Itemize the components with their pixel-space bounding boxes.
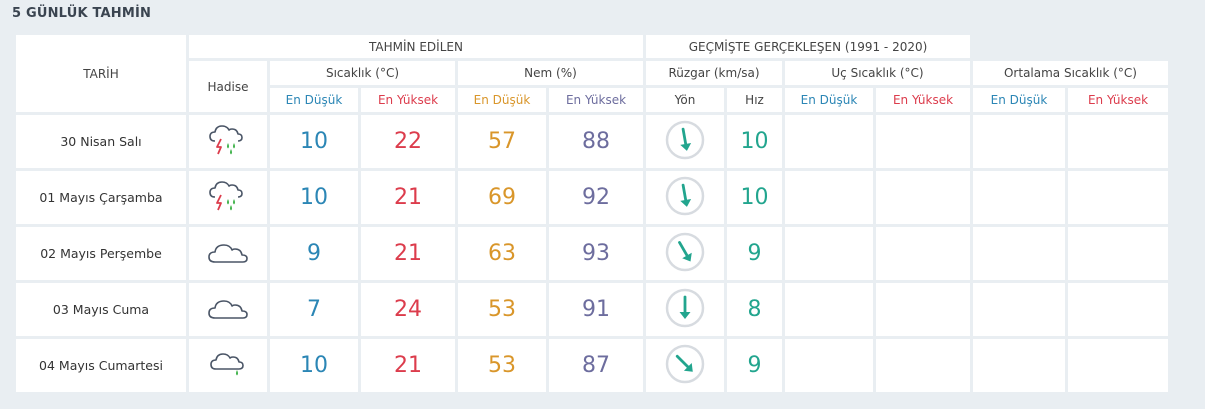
- row-humidity-high: 92: [549, 171, 643, 224]
- header-wind: Rüzgar (km/sa): [646, 61, 782, 85]
- row-humidity-low: 63: [458, 227, 546, 280]
- row-average-low: [973, 339, 1065, 392]
- header-extreme-temp: Uç Sıcaklık (°C): [785, 61, 970, 85]
- row-temp-high: 21: [361, 171, 455, 224]
- row-extreme-high: [876, 171, 970, 224]
- row-humidity-high: 88: [549, 115, 643, 168]
- row-average-low: [973, 283, 1065, 336]
- row-date: 02 Mayıs Perşembe: [16, 227, 186, 280]
- row-wind-direction: [646, 171, 724, 224]
- wind-arrow-icon: [665, 232, 705, 272]
- table-row: 02 Mayıs Perşembe 9 21 63 93 9: [16, 227, 1168, 280]
- row-extreme-low: [785, 283, 873, 336]
- row-humidity-low: 69: [458, 171, 546, 224]
- subheader-extreme-high: En Yüksek: [876, 88, 970, 112]
- table-row: 04 Mayıs Cumartesi 10 21 53 87 9: [16, 339, 1168, 392]
- row-date: 01 Mayıs Çarşamba: [16, 171, 186, 224]
- row-date: 03 Mayıs Cuma: [16, 283, 186, 336]
- row-weather: [189, 115, 267, 168]
- row-average-high: [1068, 283, 1168, 336]
- row-wind-speed: 9: [727, 227, 782, 280]
- row-average-low: [973, 115, 1065, 168]
- subheader-wind-speed: Hız: [727, 88, 782, 112]
- thunderstorm-rain-icon: [206, 177, 250, 215]
- row-wind-direction: [646, 115, 724, 168]
- row-extreme-low: [785, 115, 873, 168]
- row-extreme-high: [876, 283, 970, 336]
- thunderstorm-rain-icon: [206, 121, 250, 159]
- row-weather: [189, 227, 267, 280]
- row-extreme-low: [785, 227, 873, 280]
- row-temp-high: 22: [361, 115, 455, 168]
- row-temp-low: 10: [270, 171, 358, 224]
- row-humidity-high: 91: [549, 283, 643, 336]
- row-average-high: [1068, 115, 1168, 168]
- subheader-humidity-high: En Yüksek: [549, 88, 643, 112]
- row-average-low: [973, 171, 1065, 224]
- header-humidity: Nem (%): [458, 61, 643, 85]
- cloud-icon: [206, 233, 250, 271]
- row-extreme-low: [785, 339, 873, 392]
- row-wind-direction: [646, 339, 724, 392]
- header-forecast: TAHMİN EDİLEN: [189, 35, 643, 58]
- header-hadise: Hadise: [189, 61, 267, 112]
- subheader-temp-low: En Düşük: [270, 88, 358, 112]
- table-row: 30 Nisan Salı 10 22 57 88 10: [16, 115, 1168, 168]
- header-average-temp: Ortalama Sıcaklık (°C): [973, 61, 1168, 85]
- row-humidity-high: 87: [549, 339, 643, 392]
- header-historical: GEÇMİŞTE GERÇEKLEŞEN (1991 - 2020): [646, 35, 970, 58]
- row-temp-high: 24: [361, 283, 455, 336]
- table-row: 01 Mayıs Çarşamba 10 21 69 92 10: [16, 171, 1168, 224]
- row-date: 04 Mayıs Cumartesi: [16, 339, 186, 392]
- wind-arrow-icon: [665, 344, 705, 384]
- table-row: 03 Mayıs Cuma 7 24 53 91 8: [16, 283, 1168, 336]
- subheader-temp-high: En Yüksek: [361, 88, 455, 112]
- subheader-extreme-low: En Düşük: [785, 88, 873, 112]
- row-weather: [189, 283, 267, 336]
- row-temp-high: 21: [361, 339, 455, 392]
- row-temp-low: 7: [270, 283, 358, 336]
- row-wind-direction: [646, 283, 724, 336]
- header-temperature-visible: Sıcaklık (°C): [270, 61, 455, 85]
- subheader-wind-dir: Yön: [646, 88, 724, 112]
- row-extreme-high: [876, 115, 970, 168]
- wind-arrow-icon: [665, 176, 705, 216]
- row-humidity-low: 53: [458, 339, 546, 392]
- row-temp-low: 9: [270, 227, 358, 280]
- cloud-icon: [206, 289, 250, 327]
- row-average-high: [1068, 227, 1168, 280]
- row-wind-speed: 8: [727, 283, 782, 336]
- subheader-humidity-low: En Düşük: [458, 88, 546, 112]
- wind-arrow-icon: [665, 120, 705, 160]
- subheader-average-high: En Yüksek: [1068, 88, 1168, 112]
- row-humidity-low: 53: [458, 283, 546, 336]
- row-extreme-low: [785, 171, 873, 224]
- row-wind-speed: 10: [727, 171, 782, 224]
- row-wind-speed: 9: [727, 339, 782, 392]
- row-average-high: [1068, 339, 1168, 392]
- header-date: TARİH: [16, 35, 186, 112]
- row-average-low: [973, 227, 1065, 280]
- wind-arrow-icon: [665, 288, 705, 328]
- section-title: 5 GÜNLÜK TAHMİN: [12, 6, 152, 21]
- row-wind-direction: [646, 227, 724, 280]
- subheader-average-low: En Düşük: [973, 88, 1065, 112]
- row-extreme-high: [876, 227, 970, 280]
- row-temp-high: 21: [361, 227, 455, 280]
- row-temp-low: 10: [270, 115, 358, 168]
- row-humidity-low: 57: [458, 115, 546, 168]
- row-extreme-high: [876, 339, 970, 392]
- row-humidity-high: 93: [549, 227, 643, 280]
- row-temp-low: 10: [270, 339, 358, 392]
- row-wind-speed: 10: [727, 115, 782, 168]
- row-date: 30 Nisan Salı: [16, 115, 186, 168]
- cloud-rain-icon: [206, 345, 250, 383]
- forecast-table: TARİH TAHMİN EDİLEN GEÇMİŞTE GERÇEKLEŞEN…: [13, 32, 1171, 395]
- row-weather: [189, 171, 267, 224]
- row-weather: [189, 339, 267, 392]
- row-average-high: [1068, 171, 1168, 224]
